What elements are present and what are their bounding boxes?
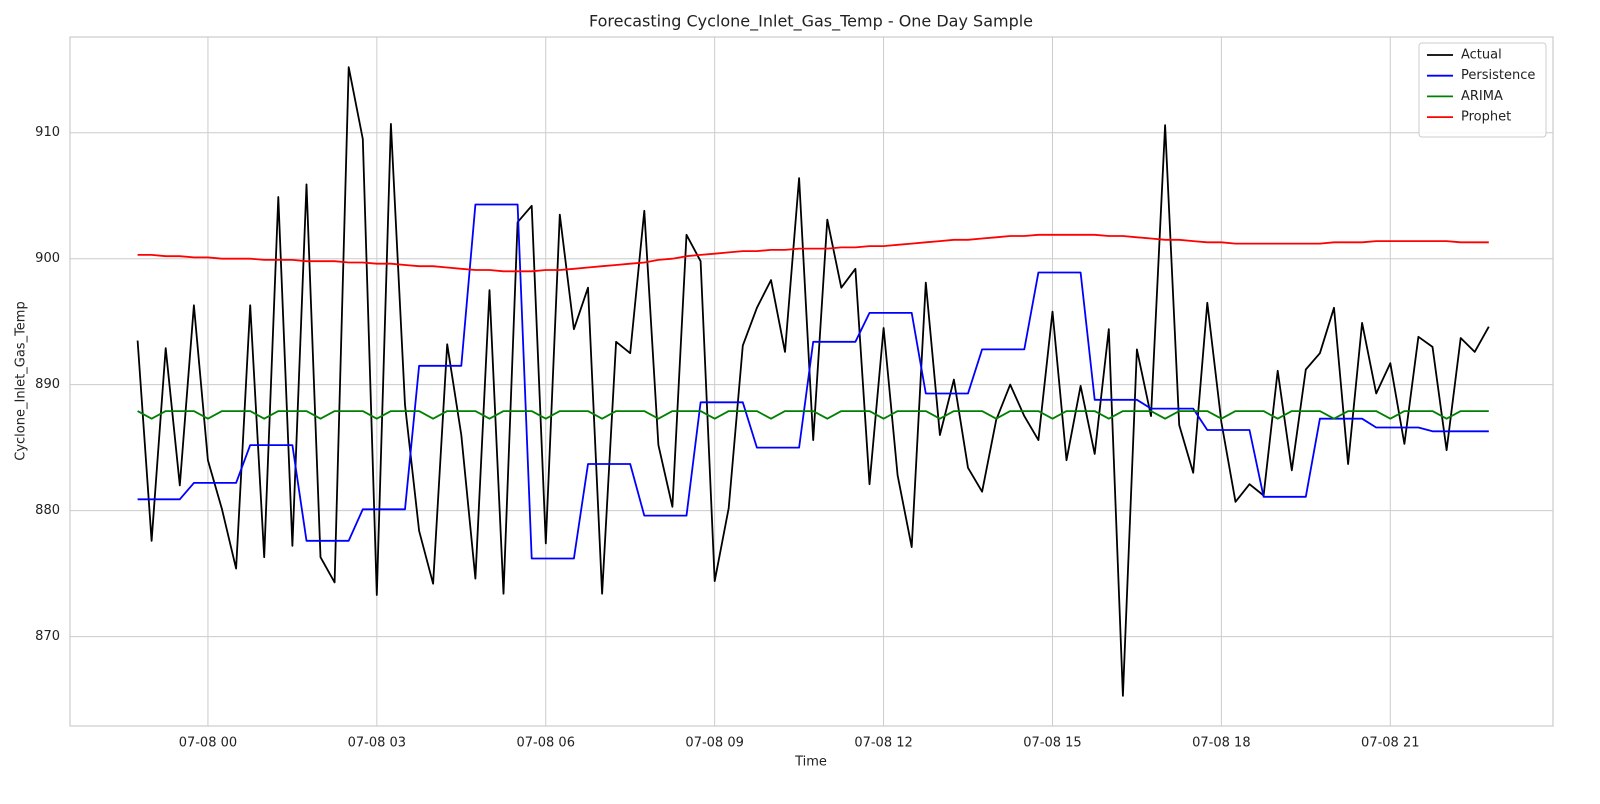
x-tick-label: 07-08 15 [1023, 736, 1081, 751]
legend-box [1418, 42, 1547, 138]
legend-label: Persistence [1461, 68, 1535, 83]
x-tick-label: 07-08 18 [1192, 736, 1250, 751]
y-tick-label: 880 [35, 503, 60, 518]
plot-frame [69, 36, 1554, 727]
series-line [137, 410, 1489, 420]
y-tick-label: 890 [35, 377, 60, 392]
y-tick-label: 910 [35, 125, 60, 140]
y-tick-label: 900 [35, 251, 60, 266]
legend-label: Prophet [1461, 110, 1511, 125]
legend-label: Actual [1461, 48, 1502, 63]
x-tick-label: 07-08 21 [1361, 736, 1419, 751]
series-line [137, 203, 1489, 560]
y-tick-label: 870 [35, 629, 60, 644]
x-tick-label: 07-08 06 [517, 736, 575, 751]
x-tick-label: 07-08 12 [854, 736, 912, 751]
x-tick-label: 07-08 09 [685, 736, 743, 751]
y-axis-label: Cyclone_Inlet_Gas_Temp [14, 301, 29, 460]
plot-area [136, 66, 1490, 697]
x-tick-label: 07-08 00 [179, 736, 237, 751]
x-tick-label: 07-08 03 [348, 736, 406, 751]
series-line [137, 233, 1489, 273]
grid [70, 37, 1553, 726]
legend: Actual Persistence ARIMA Prophet [1418, 42, 1547, 138]
x-axis-label: Time [794, 755, 827, 770]
legend-label: ARIMA [1461, 89, 1503, 104]
chart-title: Forecasting Cyclone_Inlet_Gas_Temp - One… [589, 12, 1033, 32]
